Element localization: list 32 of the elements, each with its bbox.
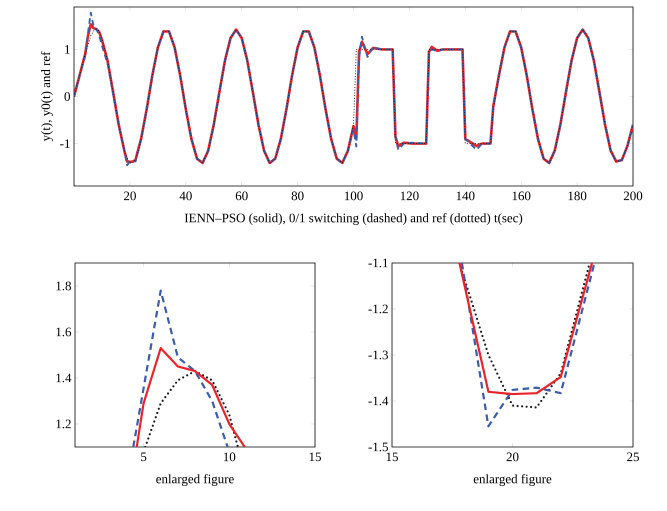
x-tick-label: 15	[386, 452, 398, 462]
y-tick-label: -1.4	[368, 396, 388, 406]
x-tick-label: 20	[506, 452, 518, 462]
y-tick-label: -1	[60, 139, 70, 148]
x-axis-title: enlarged figure	[156, 474, 234, 486]
x-tick-label: 140	[456, 192, 475, 200]
y-tick-label: 1.6	[56, 328, 72, 336]
x-tick-label: 15	[310, 452, 321, 462]
x-tick-label: 120	[400, 192, 419, 200]
y-tick-label: 1.8	[56, 282, 71, 290]
x-tick-label: 20	[124, 192, 136, 200]
y-tick-label: -1.5	[368, 442, 388, 452]
y-tick-label: 0	[64, 92, 70, 101]
y-tick-label: 1.4	[56, 374, 72, 382]
x-tick-label: 100	[344, 192, 363, 200]
y-tick-label: -1.3	[368, 350, 388, 360]
x-tick-label: 40	[180, 192, 192, 200]
x-tick-label: 180	[568, 192, 586, 200]
x-tick-label: 10	[224, 452, 236, 462]
x-axis-title: enlarged figure	[474, 474, 552, 486]
y-axis-title: y(t), y0(t) and ref	[40, 52, 53, 142]
x-tick-label: 160	[512, 192, 530, 200]
y-tick-label: 1	[65, 45, 70, 54]
x-tick-label: 60	[236, 192, 248, 200]
y-tick-label: -1.1	[368, 258, 388, 268]
x-tick-label: 80	[292, 192, 304, 200]
x-tick-label: 200	[624, 192, 642, 200]
y-tick-label: -1.2	[368, 304, 388, 314]
x-tick-label: 25	[627, 452, 639, 462]
x-axis-title: IENN–PSO (solid), 0/1 switching (dashed) and ref (dotted) t(sec)	[184, 213, 522, 225]
x-tick-label: 5	[141, 452, 146, 462]
y-tick-label: 1.2	[56, 420, 71, 428]
